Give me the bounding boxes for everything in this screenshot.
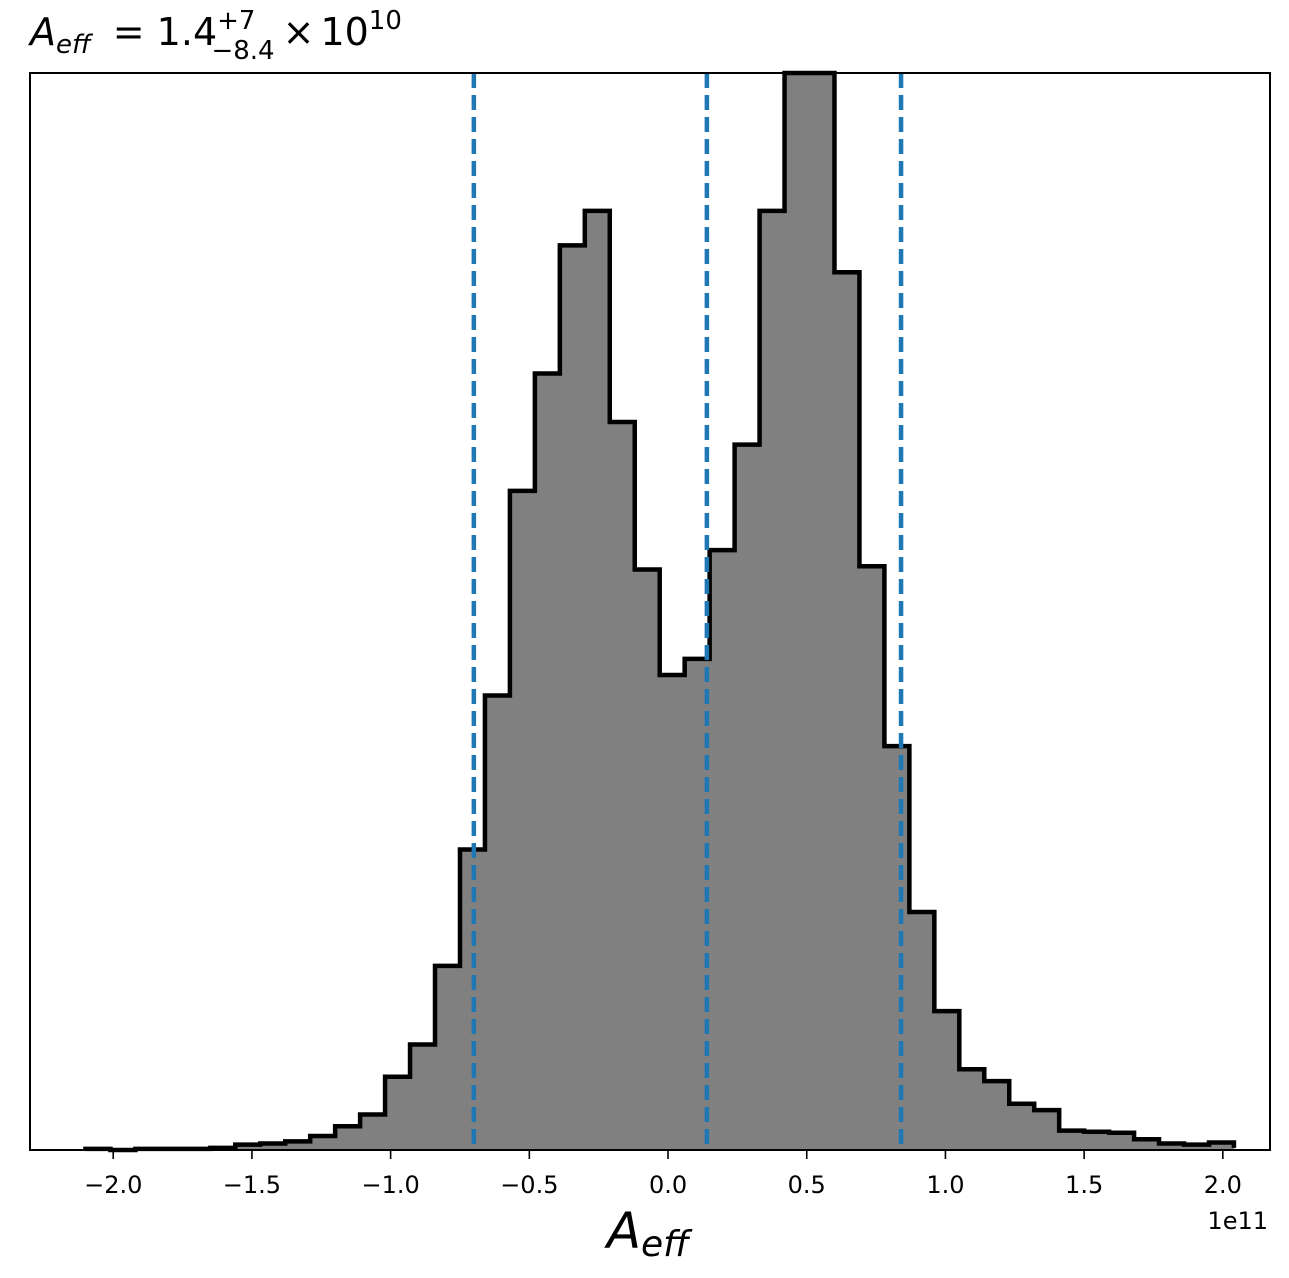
histogram-bar bbox=[609, 421, 636, 1150]
histogram-bar bbox=[1034, 1110, 1060, 1150]
histogram-bar bbox=[385, 1076, 411, 1150]
x-tick-label: −1.0 bbox=[361, 1171, 419, 1199]
histogram-bar bbox=[1208, 1142, 1235, 1150]
x-tick-label: 1.0 bbox=[926, 1171, 964, 1199]
x-tick-label: −1.5 bbox=[223, 1171, 281, 1199]
histogram-bar bbox=[984, 1081, 1010, 1150]
histogram-bar bbox=[834, 272, 860, 1150]
x-tick-label: 2.0 bbox=[1204, 1171, 1242, 1199]
title-power-base: 10 bbox=[320, 10, 368, 54]
title-times: × bbox=[283, 10, 315, 54]
x-axis-label-subscript: eff bbox=[641, 1224, 693, 1265]
title-symbol: A bbox=[27, 10, 56, 54]
histogram-bar bbox=[859, 566, 885, 1150]
histogram-bar bbox=[534, 373, 561, 1150]
histogram-outline bbox=[83, 70, 1237, 1153]
x-tick-label: −0.5 bbox=[500, 1171, 558, 1199]
histogram-bar bbox=[1184, 1144, 1210, 1150]
x-tick-label: 0.0 bbox=[649, 1171, 687, 1199]
title-equals: = 1.4 bbox=[113, 10, 217, 54]
histogram-bar bbox=[759, 210, 786, 1150]
histogram-bar bbox=[260, 1143, 286, 1150]
histogram-bar bbox=[484, 695, 511, 1150]
histogram-bar bbox=[809, 73, 835, 1150]
title-power-exponent: 10 bbox=[369, 6, 402, 36]
x-axis-ticks: −2.0 −1.5 −1.0 −0.5 0.0 0.5 1.0 1.5 2.0 bbox=[84, 1150, 1242, 1199]
histogram-bar bbox=[335, 1126, 361, 1150]
x-offset-label: 1e11 bbox=[1207, 1207, 1268, 1235]
histogram-bar bbox=[634, 569, 661, 1150]
histogram-bar bbox=[1009, 1103, 1035, 1150]
histogram-bar bbox=[410, 1044, 436, 1150]
histogram-bar bbox=[934, 1011, 960, 1150]
histogram-bar bbox=[360, 1114, 386, 1150]
histogram-bar bbox=[909, 911, 935, 1150]
histogram-bar bbox=[659, 675, 686, 1150]
histogram-bar bbox=[310, 1135, 336, 1150]
histogram-bar bbox=[1159, 1143, 1185, 1150]
title-upper-error: +7 bbox=[217, 6, 255, 36]
x-axis-label: Aeff bbox=[604, 1202, 693, 1265]
histogram-bar bbox=[435, 965, 461, 1150]
x-tick-label: −2.0 bbox=[84, 1171, 142, 1199]
chart-title: Aeff = 1.4+7 −8.4 × 1010 bbox=[27, 6, 402, 66]
histogram-bar bbox=[1059, 1130, 1085, 1150]
histogram-bar bbox=[509, 490, 536, 1151]
plot-frame bbox=[29, 72, 1271, 1151]
histogram-bar bbox=[884, 746, 910, 1150]
histogram-bar bbox=[784, 73, 811, 1150]
histogram-bar bbox=[709, 550, 736, 1150]
x-axis-label-symbol: A bbox=[604, 1202, 641, 1260]
title-lower-error: −8.4 bbox=[211, 36, 274, 66]
histogram-bar bbox=[734, 444, 761, 1150]
histogram-bars bbox=[85, 73, 1235, 1151]
histogram-bar bbox=[235, 1144, 261, 1150]
histogram-bar bbox=[1134, 1139, 1160, 1150]
x-tick-label: 0.5 bbox=[788, 1171, 826, 1199]
histogram-bar bbox=[959, 1069, 985, 1150]
quantile-lines bbox=[471, 73, 904, 1150]
histogram-bar bbox=[584, 210, 611, 1150]
histogram-bar bbox=[559, 245, 586, 1150]
x-tick-label: 1.5 bbox=[1065, 1171, 1103, 1199]
histogram-bar bbox=[1109, 1132, 1135, 1150]
histogram-bar bbox=[1084, 1131, 1110, 1150]
histogram-bar bbox=[285, 1141, 311, 1150]
title-symbol-subscript: eff bbox=[56, 30, 94, 60]
